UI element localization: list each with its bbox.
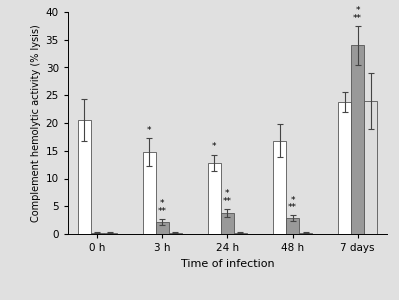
Text: **: ** bbox=[223, 197, 232, 206]
Legend: Control, C-, C+: Control, C-, C+ bbox=[153, 297, 302, 300]
Bar bbox=[77, 120, 91, 234]
Text: *: * bbox=[147, 126, 152, 135]
Bar bbox=[364, 101, 377, 234]
Bar bbox=[338, 102, 351, 234]
Text: *: * bbox=[225, 190, 230, 199]
Text: *: * bbox=[160, 200, 164, 208]
Text: *: * bbox=[212, 142, 217, 151]
Text: *: * bbox=[290, 196, 295, 205]
Bar bbox=[221, 213, 234, 234]
Bar bbox=[351, 45, 364, 234]
Bar bbox=[234, 233, 247, 234]
Text: **: ** bbox=[288, 203, 297, 212]
Bar bbox=[104, 233, 117, 234]
Bar bbox=[169, 233, 182, 234]
Text: **: ** bbox=[353, 14, 362, 22]
Text: **: ** bbox=[158, 207, 167, 216]
Bar bbox=[143, 152, 156, 234]
Bar bbox=[273, 141, 286, 234]
Bar bbox=[156, 222, 169, 234]
X-axis label: Time of infection: Time of infection bbox=[181, 259, 274, 269]
Bar bbox=[299, 233, 312, 234]
Bar bbox=[208, 163, 221, 234]
Y-axis label: Complement hemolytic activity (% lysis): Complement hemolytic activity (% lysis) bbox=[32, 24, 41, 222]
Bar bbox=[91, 233, 104, 234]
Bar bbox=[286, 218, 299, 234]
Text: *: * bbox=[356, 6, 360, 15]
